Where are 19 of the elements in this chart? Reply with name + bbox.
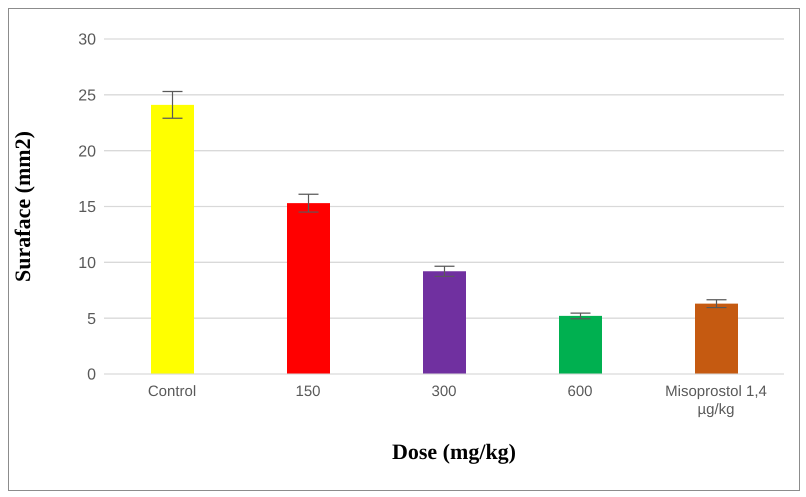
x-tick-label: Misoprostol 1,4 µg/kg [665, 383, 767, 418]
bar [287, 203, 330, 374]
bar [559, 316, 602, 374]
y-tick-label: 30 [78, 32, 96, 49]
bar [423, 271, 466, 374]
x-tick-label: 150 [295, 383, 321, 400]
y-tick-label: 20 [78, 143, 96, 160]
y-tick-label: 25 [78, 88, 96, 105]
x-tick-label: 300 [431, 383, 457, 400]
y-axis-title: Suraface (mm2) [10, 131, 35, 282]
bar [695, 304, 738, 374]
y-tick-label: 10 [78, 255, 96, 272]
x-tick-label: Control [148, 383, 196, 400]
x-axis-title: Dose (mg/kg) [390, 439, 518, 465]
x-tick-label: 600 [567, 383, 593, 400]
y-tick-label: 0 [87, 366, 96, 384]
bar [151, 104, 194, 374]
y-tick-label: 15 [78, 199, 96, 216]
y-tick-label: 5 [87, 310, 96, 328]
